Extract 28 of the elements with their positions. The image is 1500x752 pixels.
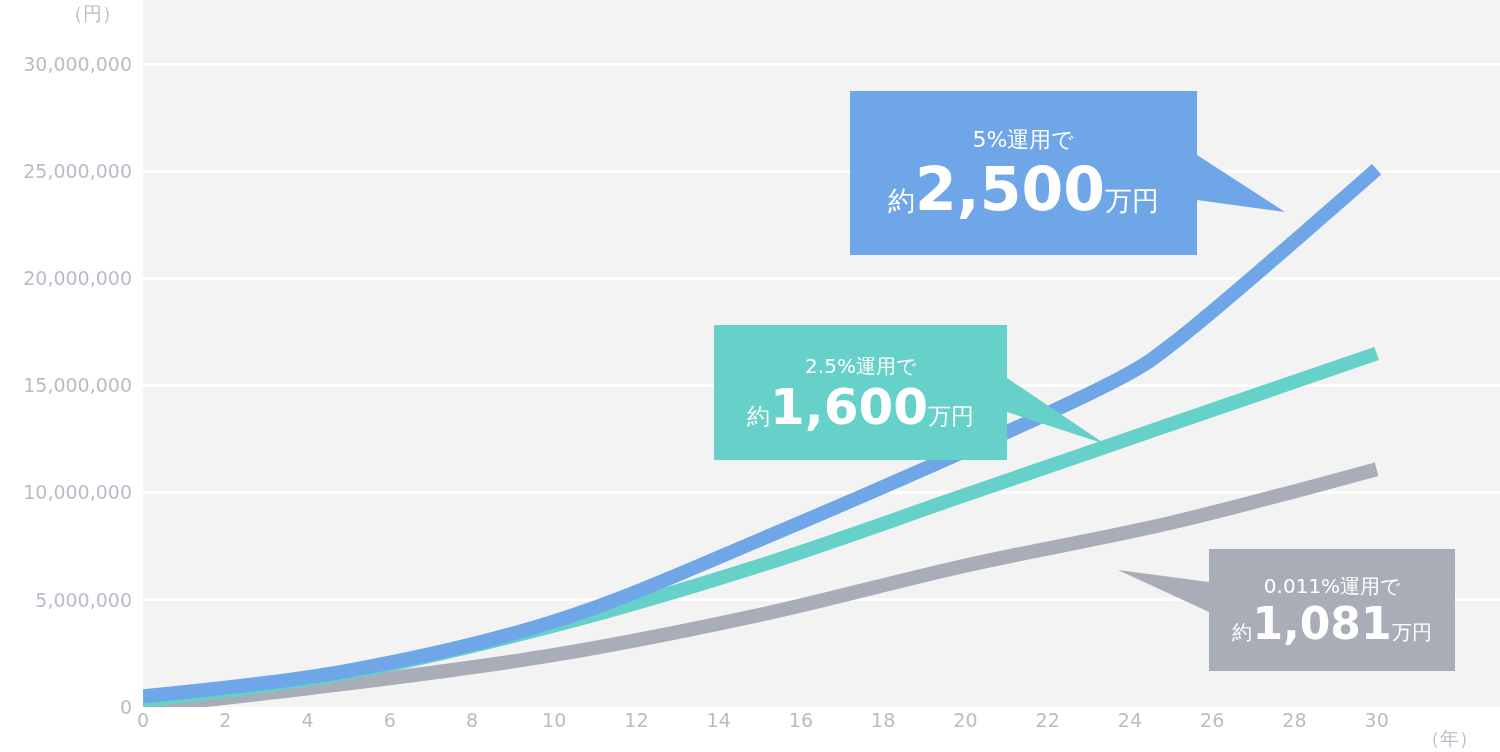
x-tick-label: 24 <box>1117 709 1142 731</box>
x-tick-label: 28 <box>1282 709 1307 731</box>
x-tick-label: 12 <box>624 709 649 731</box>
x-tick-label: 0 <box>136 709 150 731</box>
x-tick-label: 8 <box>465 709 479 731</box>
x-tick-label: 16 <box>788 709 814 731</box>
x-tick-label: 6 <box>383 709 396 731</box>
y-tick-label: 25,000,000 <box>23 160 132 183</box>
annotation: 5%運用で <box>972 126 1075 152</box>
x-tick-label: 20 <box>953 709 978 731</box>
y-tick-label: 15,000,000 <box>23 374 132 397</box>
annotation: 約2,500万円 <box>888 153 1159 224</box>
y-tick-label: 10,000,000 <box>23 481 132 504</box>
y-axis-title: （円） <box>64 2 121 24</box>
y-tick-label: 5,000,000 <box>35 588 132 611</box>
x-tick-label: 26 <box>1200 709 1225 731</box>
y-tick-label: 30,000,000 <box>23 52 132 75</box>
annotation: 2.5%運用で <box>804 352 917 379</box>
x-tick-label: 14 <box>706 709 731 731</box>
y-tick-label: 20,000,000 <box>23 267 132 290</box>
x-tick-label: 22 <box>1035 709 1060 731</box>
x-tick-label: 4 <box>301 709 314 731</box>
x-tick-label: 10 <box>542 709 567 731</box>
x-tick-label: 30 <box>1364 709 1389 731</box>
x-axis-title: （年） <box>1421 727 1478 749</box>
annotation: 0.011%運用で <box>1262 572 1402 600</box>
x-tick-label: 18 <box>871 709 896 731</box>
x-tick-label: 2 <box>219 709 232 731</box>
